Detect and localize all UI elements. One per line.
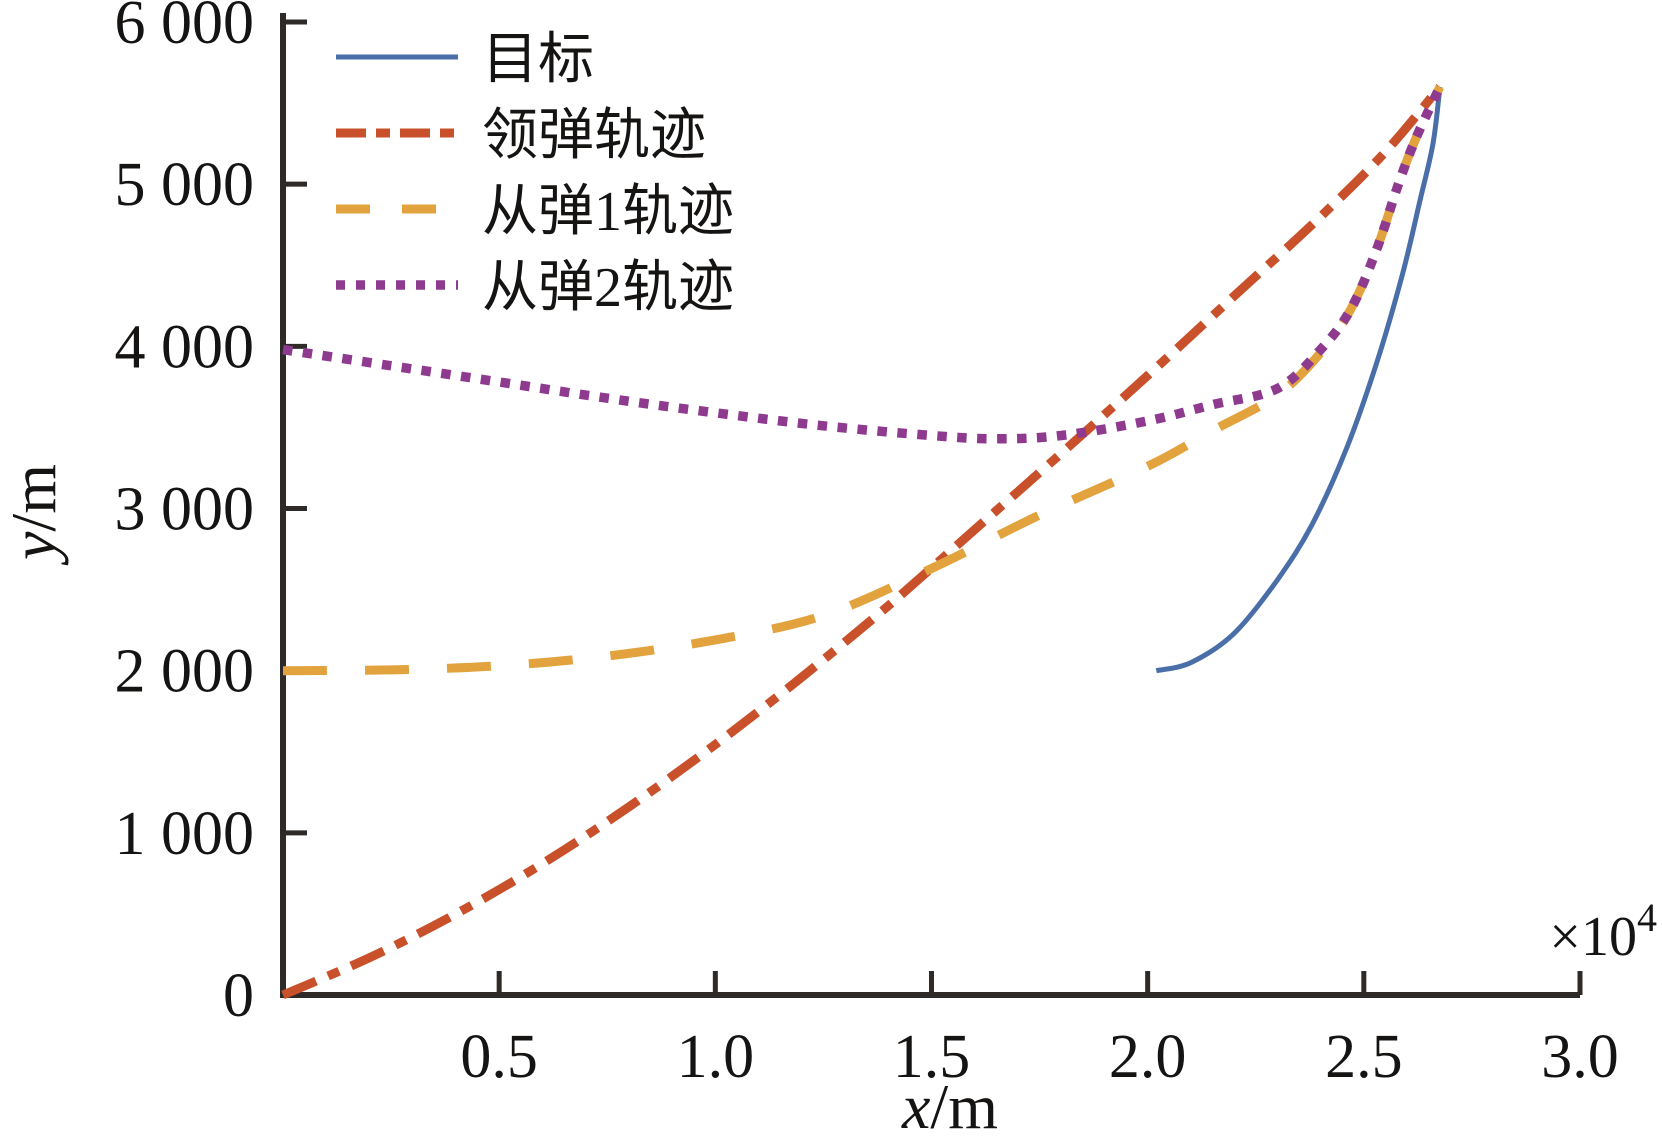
y-axis-unit: m xyxy=(0,464,69,514)
axis-spines xyxy=(280,13,1580,998)
x-axis-multiplier-exponent: 4 xyxy=(1637,895,1657,940)
y-tick-label: 1 000 xyxy=(115,800,255,868)
y-axis-variable: y xyxy=(0,531,69,566)
legend-label: 领弹轨迹 xyxy=(482,105,706,167)
legend-item: 从弹2轨迹 xyxy=(336,257,734,319)
legend-label: 目标 xyxy=(482,29,594,91)
y-tick-label: 6 000 xyxy=(115,0,255,57)
series-lines xyxy=(281,84,1445,1000)
x-tick-label: 3.0 xyxy=(1541,1023,1619,1091)
axes xyxy=(280,13,1583,998)
series-line-solid xyxy=(1155,86,1443,674)
x-tick-label: 2.5 xyxy=(1325,1023,1403,1091)
legend-item: 目标 xyxy=(336,29,594,91)
y-tick-label: 2 000 xyxy=(115,638,255,706)
x-axis-variable: x xyxy=(901,1071,930,1142)
legend-item: 从弹1轨迹 xyxy=(336,181,734,243)
y-tick-label: 5 000 xyxy=(115,151,255,219)
series-line-dashdot xyxy=(281,84,1444,1000)
legend-item: 领弹轨迹 xyxy=(336,105,706,167)
x-tick-label: 1.0 xyxy=(677,1023,755,1091)
legend-label: 从弹1轨迹 xyxy=(482,181,734,243)
y-axis-label: y/m xyxy=(0,464,69,566)
x-tick-label: 2.0 xyxy=(1109,1023,1187,1091)
legend-label: 从弹2轨迹 xyxy=(482,257,734,319)
y-tick-label: 3 000 xyxy=(115,476,255,544)
y-tick-label: 4 000 xyxy=(115,313,255,381)
series-line-dashed xyxy=(282,85,1444,676)
x-tick-label: 1.5 xyxy=(893,1023,971,1091)
x-axis-multiplier: ×104 xyxy=(1549,895,1657,968)
x-axis-unit: m xyxy=(948,1071,998,1142)
x-axis-label: x/m xyxy=(901,1071,998,1142)
x-tick-label: 0.5 xyxy=(460,1023,538,1091)
y-tick-label: 0 xyxy=(223,962,254,1030)
tick-labels: 0.5 1.0 1.5 2.0 2.5 3.0 0 1 000 2 000 3 000 4 000 5… xyxy=(115,0,1619,1091)
